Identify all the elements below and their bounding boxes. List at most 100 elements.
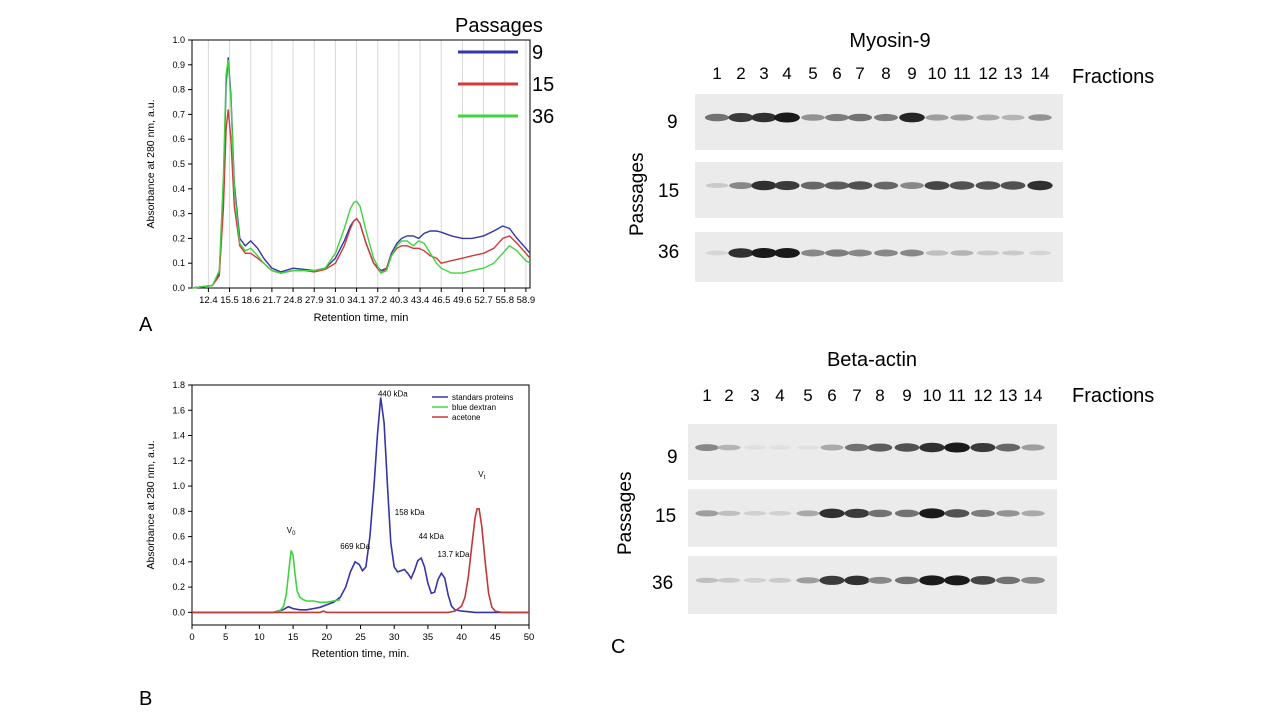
fractions-label: Fractions	[1072, 385, 1155, 407]
blot-band	[894, 509, 920, 518]
lane-number: 14	[1030, 64, 1050, 83]
x-tick-label: 40.3	[390, 295, 409, 306]
x-tick-label: 15	[288, 632, 299, 643]
annotation: 669 kDa	[340, 542, 370, 551]
blot-strip	[688, 489, 1057, 547]
lane-number: 6	[827, 386, 837, 405]
x-tick-label: 40	[456, 632, 467, 643]
blot-band	[894, 443, 920, 452]
lane-number: 1	[702, 386, 712, 405]
lane-number: 5	[803, 386, 813, 405]
blot-band	[743, 510, 767, 516]
legend-label: 9	[532, 42, 543, 64]
blot-band	[774, 180, 800, 191]
blot-band	[1021, 510, 1045, 517]
blot-band	[1021, 576, 1045, 584]
legend-label: blue dextran	[452, 403, 496, 412]
y-tick-label: 0.4	[172, 184, 185, 194]
y-tick-label: 0.5	[172, 159, 185, 169]
blot-band	[844, 575, 870, 586]
blot-band	[796, 510, 820, 517]
chart-a: 12.4 15.5 18.6 21.7 24.8 27.9 31.0 34.1 37.2 40.3…	[145, 15, 554, 324]
panel-label-a: A	[139, 314, 153, 336]
x-tick-label: 45	[490, 632, 501, 643]
blot-band	[900, 249, 924, 257]
x-tick-label: 49.6	[453, 295, 472, 306]
blot-background	[688, 424, 1057, 480]
y-tick-label: 0.8	[172, 506, 185, 516]
lane-number: 10	[927, 64, 947, 83]
blot-band	[751, 180, 777, 191]
blot-band	[919, 575, 945, 586]
passage-number: 36	[658, 242, 680, 263]
x-tick-label: 35	[423, 632, 434, 643]
blot-band	[950, 114, 974, 121]
annotation: V0	[287, 526, 296, 537]
blot-band	[874, 249, 898, 257]
series-line-15	[191, 109, 531, 289]
blot-band	[1027, 180, 1053, 191]
y-tick-label: 1.4	[172, 431, 185, 441]
passage-number: 36	[652, 573, 674, 594]
blot-band	[743, 577, 767, 583]
blot-band	[944, 575, 970, 586]
x-tick-label: 18.6	[241, 295, 260, 306]
blot-band	[970, 575, 996, 585]
y-tick-label: 0.4	[172, 557, 185, 567]
lane-number: 4	[782, 64, 792, 83]
y-tick-label: 0.6	[172, 532, 185, 542]
blot-band	[844, 508, 870, 518]
blot-band	[825, 249, 849, 257]
annotation: 158 kDa	[395, 508, 425, 517]
x-tick-label: 15.5	[220, 295, 239, 306]
blot-band	[996, 510, 1020, 517]
y-tick-label: 0.2	[172, 233, 185, 243]
blot-band	[867, 509, 893, 518]
blot-band	[820, 444, 844, 451]
y-tick-label: 0.8	[172, 85, 185, 95]
blot-band	[944, 442, 970, 453]
y-tick-label: 0.0	[172, 283, 185, 293]
x-tick-label: 55.8	[495, 295, 514, 306]
blot-band	[844, 443, 870, 452]
y-tick-label: 0.6	[172, 134, 185, 144]
blot-strip	[695, 232, 1063, 282]
blot-band	[819, 508, 845, 519]
lane-number: 14	[1023, 386, 1043, 405]
x-tick-label: 52.7	[474, 295, 493, 306]
blot-band	[867, 443, 893, 452]
x-tick-label: 21.7	[263, 295, 282, 306]
y-tick-label: 1.0	[172, 35, 185, 45]
x-axis-label: Retention time, min	[314, 312, 409, 324]
x-tick-label: 0	[189, 632, 194, 643]
blot-band	[995, 443, 1021, 452]
blot-strip	[695, 162, 1063, 218]
blot-band	[695, 510, 719, 517]
y-axis-label: Absorbance at 280 nm, a.u.	[145, 100, 157, 229]
chart-b: 0 5 10 15 20 25 30 35 40 45 50 0.0 0.2 0.4 0.6 0.8 1.0 1.…	[145, 380, 534, 660]
x-tick-label: 34.1	[347, 295, 366, 306]
lane-number: 12	[978, 64, 998, 83]
blot-band	[824, 181, 850, 190]
lane-number: 11	[953, 64, 971, 83]
blot-band	[729, 182, 753, 189]
annotation: Vt	[478, 470, 485, 481]
lane-number: 9	[902, 386, 912, 405]
blot-band	[728, 112, 754, 123]
blot-strip	[688, 424, 1057, 480]
blot-band	[900, 182, 924, 189]
blot-band	[976, 250, 1000, 256]
blot-band	[925, 114, 949, 121]
lane-number: 13	[1003, 64, 1023, 83]
x-tick-label: 37.2	[368, 295, 387, 306]
annotation: 13.7 kDa	[437, 550, 470, 559]
series-line-36	[191, 59, 531, 289]
blot-background	[695, 232, 1063, 282]
lane-number: 3	[759, 64, 769, 83]
lane-number: 6	[832, 64, 842, 83]
blot-band	[695, 444, 719, 451]
x-tick-label: 43.4	[411, 295, 430, 306]
y-tick-label: 1.2	[172, 456, 185, 466]
lane-number: 2	[736, 64, 746, 83]
lane-number: 7	[852, 386, 862, 405]
